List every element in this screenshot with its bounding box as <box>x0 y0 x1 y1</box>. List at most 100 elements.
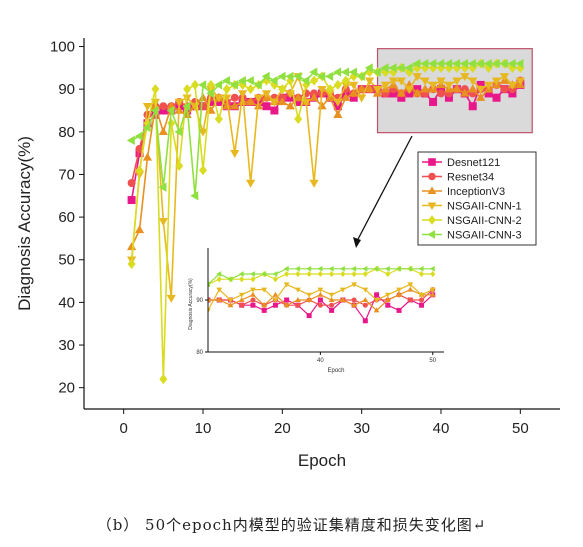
data-point <box>283 282 290 288</box>
data-point <box>407 282 414 288</box>
data-point <box>151 84 160 95</box>
y-tick-label: 100 <box>50 39 75 56</box>
data-point <box>214 80 223 90</box>
data-point <box>500 85 509 94</box>
data-point <box>261 287 268 293</box>
data-point <box>183 84 192 95</box>
data-point <box>351 265 357 272</box>
data-point <box>475 58 484 69</box>
legend-entry-inceptionv3: InceptionV3 <box>422 186 505 198</box>
data-point <box>419 297 425 303</box>
data-point <box>328 292 335 298</box>
legend-label: Desnet121 <box>447 157 500 169</box>
data-point <box>301 98 311 107</box>
data-point <box>222 101 232 110</box>
data-point <box>412 88 422 97</box>
inset-series-inceptionv3 <box>208 286 436 313</box>
y-tick-label: 70 <box>58 166 75 183</box>
zoom-series-nsgaii-cnn-1 <box>372 73 525 94</box>
data-point <box>418 265 424 272</box>
data-point <box>158 127 168 136</box>
inset-y-tick-label: 80 <box>196 350 203 356</box>
x-tick-label: 20 <box>274 420 291 437</box>
data-point <box>285 101 295 110</box>
legend-marker <box>428 158 436 166</box>
data-point <box>341 67 349 77</box>
data-point <box>499 58 508 69</box>
data-point <box>351 297 357 303</box>
data-point <box>491 58 500 69</box>
data-point <box>428 58 437 69</box>
data-point <box>309 67 318 77</box>
data-point <box>328 265 334 272</box>
data-point <box>484 81 494 90</box>
data-point <box>166 294 176 303</box>
data-point <box>283 302 290 308</box>
data-point <box>295 287 301 293</box>
data-point <box>284 270 290 278</box>
data-point <box>468 84 478 93</box>
data-point <box>339 265 345 272</box>
y-tick-label: 60 <box>58 209 75 226</box>
data-point <box>384 297 391 302</box>
data-point <box>329 270 335 278</box>
data-point <box>216 276 222 283</box>
data-point <box>349 88 359 97</box>
data-point <box>468 77 478 86</box>
data-point <box>317 265 323 272</box>
data-point <box>272 291 279 297</box>
data-point <box>349 93 358 102</box>
data-point <box>174 127 183 137</box>
data-point <box>182 94 192 103</box>
data-point <box>429 265 435 272</box>
y-tick-label: 40 <box>58 294 75 311</box>
data-point <box>142 103 153 112</box>
legend-marker <box>428 172 436 181</box>
data-point <box>452 84 462 93</box>
inset-y-tick-label: 90 <box>196 298 203 304</box>
data-point <box>284 297 290 303</box>
data-point <box>306 270 312 278</box>
data-point <box>182 101 191 111</box>
data-point <box>339 297 346 302</box>
legend-marker <box>428 215 436 225</box>
inset-chart: 80 90 40 50 Epoch Diagnosis Accuracy(%) <box>188 248 444 374</box>
data-point <box>385 270 391 278</box>
data-point <box>428 81 438 90</box>
data-point <box>429 287 436 293</box>
legend-marker <box>427 186 437 195</box>
data-point <box>362 297 369 302</box>
data-point <box>216 287 223 293</box>
data-point <box>362 302 368 308</box>
data-point <box>364 63 373 73</box>
data-point <box>309 92 319 101</box>
data-point <box>396 291 402 297</box>
data-point <box>317 297 323 303</box>
y-tick-label: 20 <box>58 380 75 397</box>
data-point <box>317 71 326 81</box>
data-point <box>507 81 517 90</box>
data-point <box>317 287 324 293</box>
data-point <box>295 270 301 278</box>
data-point <box>452 58 461 69</box>
data-point <box>250 276 256 283</box>
zoom-series-nsgaii-cnn-3 <box>372 58 524 77</box>
data-point <box>418 292 425 298</box>
data-point <box>135 149 144 158</box>
data-point <box>261 307 267 313</box>
legend-label: NSGAII-CNN-2 <box>447 215 522 227</box>
data-point <box>250 291 256 297</box>
x-tick-label: 40 <box>433 420 450 437</box>
data-point <box>301 76 310 86</box>
data-point <box>216 297 223 302</box>
data-point <box>262 102 271 111</box>
data-point <box>372 67 381 77</box>
data-point <box>396 63 405 73</box>
data-point <box>306 265 312 272</box>
data-point <box>310 75 319 86</box>
data-point <box>333 98 343 107</box>
data-point <box>159 102 168 111</box>
data-point <box>272 276 278 283</box>
data-point <box>317 270 323 278</box>
